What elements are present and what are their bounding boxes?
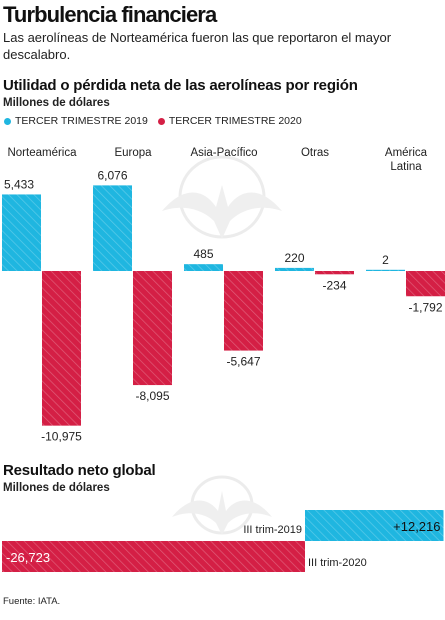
bar-2020-texture [315, 271, 354, 275]
value-label-2020: -10,975 [41, 430, 82, 444]
value-label-2019: 2 [382, 253, 389, 267]
global-category-2019: III trim-2019 [243, 524, 302, 536]
global-category-2020: III trim-2020 [308, 557, 367, 569]
global-bar-2019-texture [305, 510, 444, 541]
global-chart-title: Resultado neto global [3, 462, 156, 479]
value-label-2019: 6,076 [97, 168, 127, 182]
value-label-2019: 220 [284, 251, 304, 265]
eagle-watermark-icon [162, 155, 282, 239]
eagle-watermark-icon [172, 475, 272, 535]
page-subtitle: Las aerolíneas de Norteamérica fueron la… [3, 30, 392, 62]
global-value-2020: -26,723 [6, 550, 50, 565]
value-label-2019: 485 [193, 247, 213, 261]
value-label-2020: -234 [322, 278, 346, 292]
region-label: Asia-Pacífico [190, 147, 257, 159]
regional-chart-unit: Millones de dólares [3, 97, 110, 109]
global-bar-2020-texture [2, 541, 305, 572]
region-label: Norteamérica [7, 147, 77, 159]
bar-2020-texture [42, 271, 81, 426]
legend-item-2020: TERCER TRIMESTRE 2020 [157, 115, 302, 127]
bar-2019-texture [93, 185, 132, 271]
legend-dot-2019 [4, 117, 11, 125]
regional-chart-title: Utilidad o pérdida neta de las aerolínea… [3, 77, 358, 94]
value-label-2020: -8,095 [135, 389, 169, 403]
value-label-2019: 5,433 [4, 177, 34, 191]
region-label: América Latina [385, 147, 428, 173]
legend-label-2019: TERCER TRIMESTRE 2019 [15, 115, 148, 127]
bar-2019-texture [275, 267, 314, 271]
chart-legend: TERCER TRIMESTRE 2019 TERCER TRIMESTRE 2… [4, 115, 312, 127]
page-title: Turbulencia financiera [3, 2, 217, 27]
bar-2019-texture [184, 264, 223, 271]
global-value-2019: +12,216 [393, 519, 440, 534]
legend-item-2019: TERCER TRIMESTRE 2019 [4, 115, 148, 127]
value-label-2020: -1,792 [408, 300, 442, 314]
bar-2019-texture [366, 269, 405, 271]
region-label: Otras [301, 147, 329, 159]
legend-label-2020: TERCER TRIMESTRE 2020 [168, 115, 302, 127]
bar-2020-texture [224, 271, 263, 351]
source-note: Fuente: IATA. [3, 596, 61, 607]
legend-dot-2020 [157, 117, 165, 125]
global-chart-unit: Millones de dólares [3, 482, 110, 494]
bar-2020-texture [133, 271, 172, 386]
value-label-2020: -5,647 [226, 355, 260, 369]
region-label: Europa [114, 147, 152, 159]
bar-2019-texture [2, 194, 41, 271]
bar-2020-texture [406, 271, 445, 297]
